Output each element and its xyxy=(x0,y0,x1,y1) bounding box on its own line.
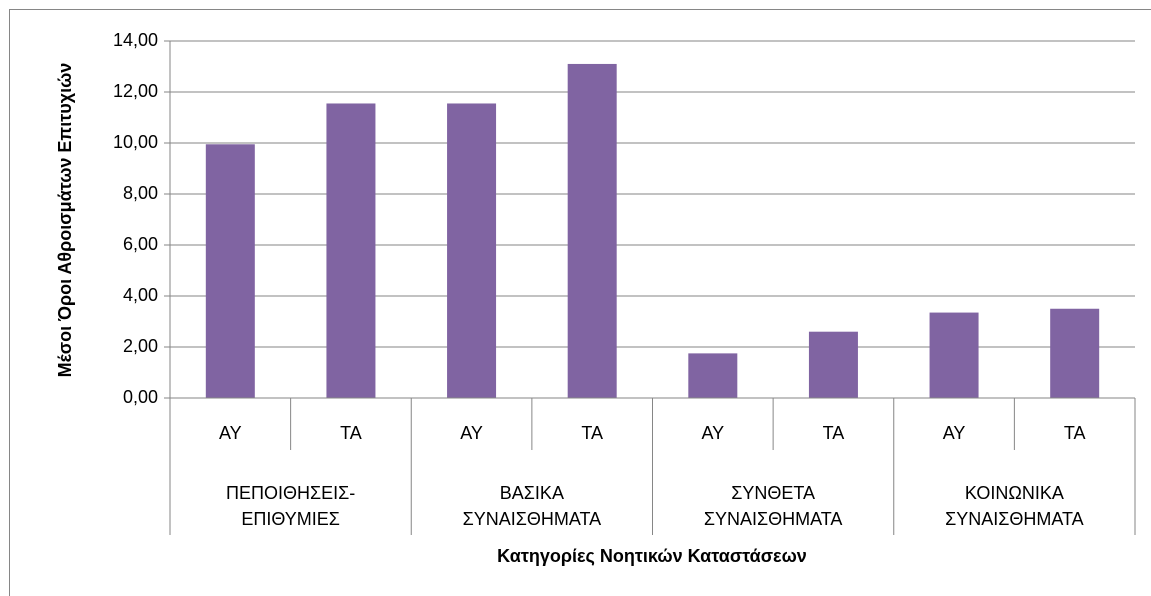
x-tick-label: ΑΥ xyxy=(701,423,724,443)
x-tick-label: ΑΥ xyxy=(219,423,242,443)
y-axis-title: Μέσοι Όροι Αθροισμάτων Επιτυχιών xyxy=(55,63,75,378)
chart-frame xyxy=(9,9,1151,596)
group-label: ΣΥΝΑΙΣΘΗΜΑΤΑ xyxy=(945,509,1084,529)
x-tick-label: ΑΥ xyxy=(943,423,966,443)
y-tick-label: 6,00 xyxy=(123,234,158,254)
group-label: ΚΟΙΝΩΝΙΚΑ xyxy=(965,483,1064,503)
y-tick-label: 0,00 xyxy=(123,387,158,407)
group-label: ΒΑΣΙΚΑ xyxy=(500,483,564,503)
x-tick-label: ΤΑ xyxy=(581,423,603,443)
group-label: ΕΠΙΘΥΜΙΕΣ xyxy=(241,509,340,529)
x-axis-title: Κατηγορίες Νοητικών Καταστάσεων xyxy=(497,546,807,566)
bar xyxy=(447,103,497,398)
x-tick-label: ΤΑ xyxy=(1064,423,1086,443)
group-label: ΣΥΝΑΙΣΘΗΜΑΤΑ xyxy=(463,509,602,529)
bar xyxy=(808,331,858,398)
y-tick-label: 10,00 xyxy=(113,132,158,152)
bar xyxy=(326,103,376,398)
y-tick-label: 12,00 xyxy=(113,81,158,101)
group-label: ΠΕΠΟΙΘΗΣΕΙΣ- xyxy=(226,483,355,503)
y-tick-label: 4,00 xyxy=(123,285,158,305)
x-tick-label: ΑΥ xyxy=(460,423,483,443)
x-tick-label: ΤΑ xyxy=(823,423,845,443)
x-tick-label: ΤΑ xyxy=(340,423,362,443)
y-tick-label: 2,00 xyxy=(123,336,158,356)
bar xyxy=(929,312,979,398)
y-tick-label: 8,00 xyxy=(123,183,158,203)
bar xyxy=(567,63,617,398)
bar xyxy=(205,144,255,398)
group-label: ΣΥΝΘΕΤΑ xyxy=(731,483,815,503)
bar xyxy=(1050,308,1100,398)
y-tick-label: 14,00 xyxy=(113,30,158,50)
group-label: ΣΥΝΑΙΣΘΗΜΑΤΑ xyxy=(704,509,843,529)
bar xyxy=(688,353,738,398)
